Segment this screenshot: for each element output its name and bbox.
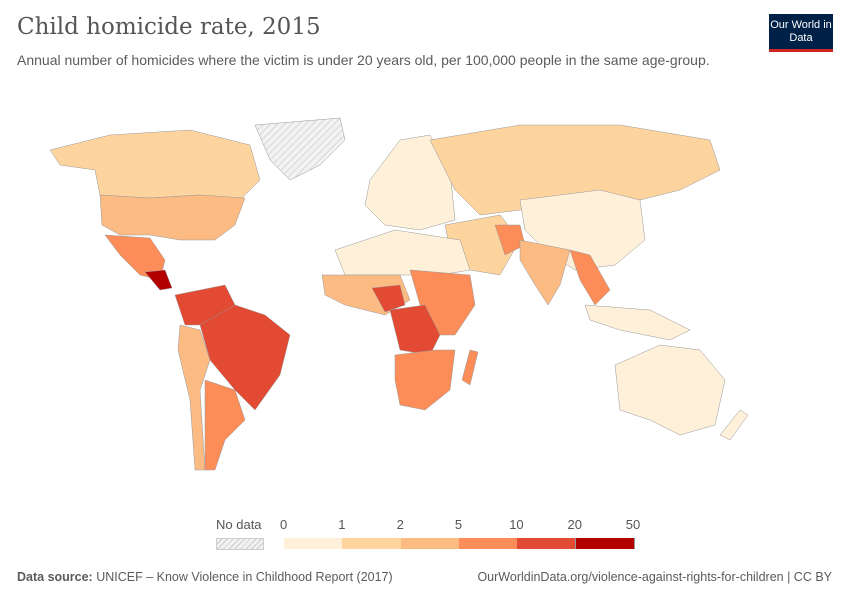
region-central-africa[interactable] (389, 304, 441, 356)
legend-bin[interactable] (575, 538, 635, 549)
source-text: UNICEF – Know Violence in Childhood Repo… (96, 570, 393, 584)
region-indonesia[interactable] (584, 304, 691, 341)
region-australia[interactable] (614, 344, 726, 436)
region-canada-alaska[interactable] (49, 129, 261, 201)
region-usa[interactable] (99, 194, 246, 241)
legend-bin[interactable] (458, 538, 519, 549)
legend-bin[interactable] (284, 538, 344, 549)
region-brazil[interactable] (199, 304, 291, 411)
footer-source: Data source: UNICEF – Know Violence in C… (17, 570, 393, 584)
legend-no-data-swatch[interactable] (216, 538, 264, 550)
legend-bin[interactable] (517, 538, 577, 549)
region-central-america[interactable] (144, 269, 173, 291)
legend-bin[interactable] (400, 538, 460, 549)
region-madagascar[interactable] (461, 349, 479, 386)
legend-tick: 50 (625, 517, 641, 532)
chart-subtitle: Annual number of homicides where the vic… (17, 52, 710, 68)
region-new-zealand[interactable] (719, 409, 749, 441)
region-argentina[interactable] (204, 379, 246, 471)
source-label: Data source: (17, 570, 93, 584)
legend-tick: 1 (338, 517, 346, 532)
legend-bin[interactable] (342, 538, 402, 549)
chart-title: Child homicide rate, 2015 (17, 14, 321, 40)
footer-link[interactable]: OurWorldinData.org/violence-against-righ… (477, 570, 832, 584)
legend: No data 0 1 2 5 10 20 50 (0, 515, 850, 555)
legend-tick: 20 (567, 517, 582, 532)
region-southeast-asia[interactable] (569, 249, 611, 306)
legend-tick: 2 (396, 517, 404, 532)
legend-tick: 0 (280, 517, 288, 532)
region-india[interactable] (519, 239, 571, 306)
world-map[interactable] (0, 90, 850, 510)
legend-no-data-label: No data (216, 517, 262, 532)
legend-tick: 10 (509, 517, 524, 532)
region-russia-central-asia[interactable] (429, 124, 721, 216)
region-east-africa[interactable] (409, 269, 476, 336)
region-southern-africa[interactable] (394, 349, 456, 411)
region-nigeria[interactable] (371, 284, 406, 313)
legend-tick: 5 (454, 517, 463, 532)
owid-logo[interactable]: Our World in Data (769, 14, 833, 52)
region-greenland[interactable] (254, 117, 346, 181)
region-europe[interactable] (364, 134, 456, 231)
